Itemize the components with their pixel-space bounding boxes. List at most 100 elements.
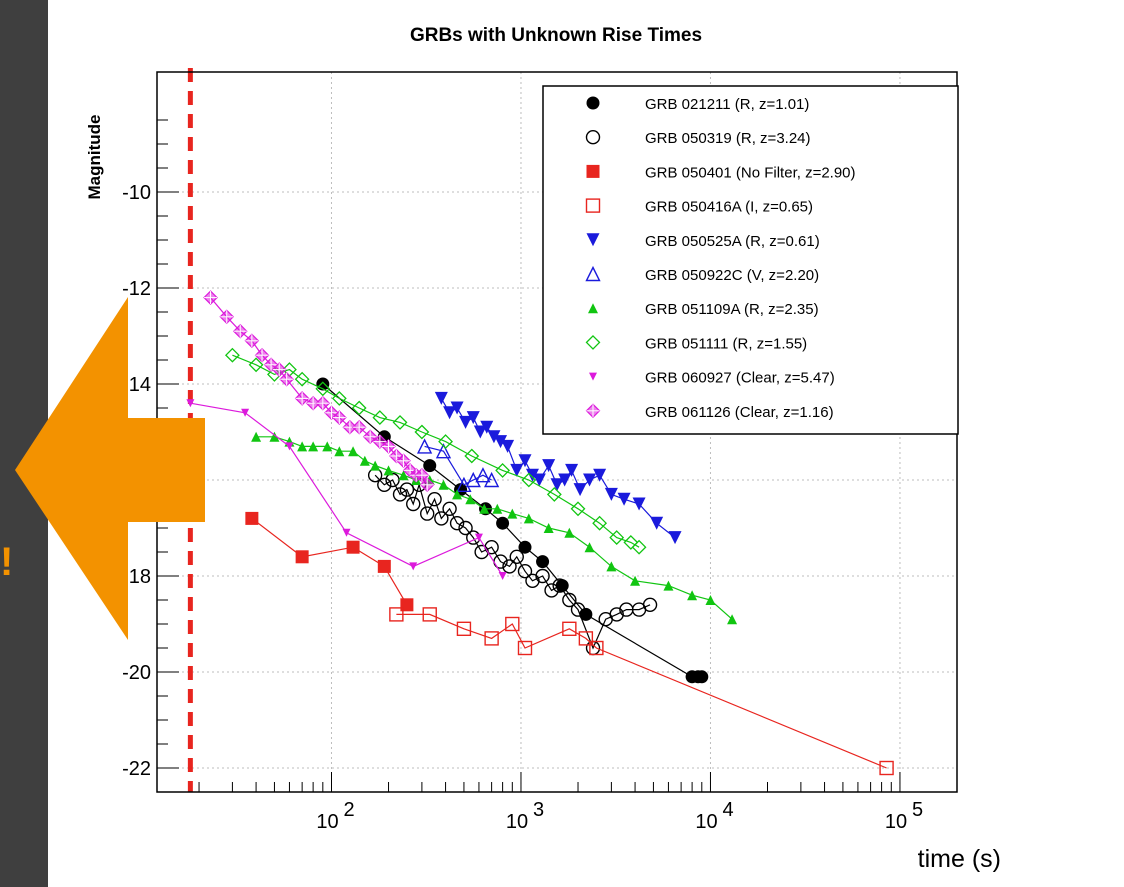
data-point bbox=[589, 640, 604, 656]
data-point bbox=[331, 390, 347, 406]
data-point bbox=[416, 438, 433, 454]
y-tick-label: -20 bbox=[122, 662, 151, 684]
data-point bbox=[562, 621, 577, 636]
x-tick-label: 10 bbox=[695, 811, 717, 833]
data-point bbox=[399, 482, 415, 497]
data-point bbox=[518, 540, 532, 554]
data-point bbox=[245, 511, 259, 525]
data-point bbox=[423, 459, 437, 473]
data-point bbox=[507, 508, 518, 519]
data-point bbox=[244, 333, 260, 349]
data-point bbox=[543, 523, 554, 533]
data-point bbox=[295, 550, 309, 564]
data-point bbox=[438, 479, 449, 490]
series-layer bbox=[186, 290, 894, 776]
data-point bbox=[585, 403, 601, 419]
data-point bbox=[334, 446, 345, 457]
data-point bbox=[517, 564, 533, 579]
data-point bbox=[484, 631, 499, 646]
data-point bbox=[315, 395, 331, 411]
x-tick-exponent: 2 bbox=[343, 799, 354, 821]
series-5 bbox=[416, 438, 500, 492]
data-point bbox=[525, 468, 539, 482]
data-point bbox=[419, 477, 435, 493]
data-point bbox=[383, 465, 394, 476]
data-point bbox=[473, 425, 487, 439]
data-point bbox=[434, 391, 448, 405]
data-point bbox=[546, 486, 562, 502]
data-point bbox=[650, 516, 664, 530]
data-point bbox=[492, 503, 503, 514]
data-point bbox=[544, 583, 559, 598]
data-point bbox=[586, 96, 600, 110]
data-point bbox=[564, 527, 575, 538]
data-point bbox=[570, 501, 586, 517]
data-point bbox=[459, 415, 473, 429]
data-point bbox=[879, 760, 894, 776]
data-point bbox=[315, 381, 331, 397]
x-tick-label: 10 bbox=[506, 811, 528, 833]
data-point bbox=[396, 453, 411, 469]
data-point bbox=[342, 528, 351, 537]
data-point bbox=[372, 410, 388, 426]
data-point bbox=[464, 448, 480, 464]
data-point bbox=[279, 371, 295, 387]
data-point bbox=[609, 530, 625, 546]
data-point bbox=[377, 559, 391, 573]
data-point bbox=[442, 501, 457, 516]
data-point bbox=[585, 334, 601, 350]
data-point bbox=[523, 513, 534, 524]
data-point bbox=[535, 568, 550, 584]
data-point bbox=[642, 597, 658, 612]
chart-title: GRBs with Unknown Rise Times bbox=[410, 25, 702, 46]
series-7 bbox=[224, 347, 647, 555]
data-point bbox=[705, 595, 716, 605]
data-point bbox=[510, 463, 524, 477]
data-point bbox=[224, 347, 240, 363]
data-point bbox=[483, 471, 500, 488]
data-point bbox=[573, 483, 587, 497]
data-point bbox=[502, 559, 517, 574]
data-point bbox=[456, 621, 472, 636]
data-point bbox=[269, 431, 280, 442]
data-point bbox=[248, 357, 264, 373]
data-point bbox=[362, 429, 378, 445]
data-point bbox=[271, 362, 287, 377]
data-point bbox=[398, 470, 409, 481]
data-point bbox=[438, 434, 453, 450]
data-point bbox=[632, 497, 646, 511]
data-point bbox=[331, 410, 347, 425]
data-point bbox=[498, 572, 507, 580]
series-line bbox=[232, 354, 640, 548]
data-point bbox=[434, 511, 449, 526]
data-point bbox=[400, 598, 414, 612]
data-point bbox=[494, 435, 508, 449]
data-point bbox=[241, 408, 250, 417]
data-point bbox=[294, 391, 310, 406]
data-point bbox=[414, 467, 430, 483]
y-axis-label: Magnitude bbox=[85, 115, 104, 200]
data-point bbox=[254, 347, 270, 363]
data-point bbox=[409, 562, 418, 571]
legend-label: GRB 050319 (R, z=3.24) bbox=[645, 130, 811, 147]
data-point bbox=[727, 614, 738, 625]
data-point bbox=[623, 534, 639, 550]
data-point bbox=[294, 371, 310, 387]
data-point bbox=[297, 441, 308, 452]
legend-box bbox=[542, 85, 959, 435]
legend: GRB 021211 (R, z=1.01) GRB 050319 (R, z=3… bbox=[542, 85, 959, 435]
series-line bbox=[256, 436, 733, 620]
data-point bbox=[351, 400, 367, 416]
data-point bbox=[348, 446, 359, 457]
x-tick-label: 10 bbox=[885, 811, 907, 833]
data-point bbox=[443, 406, 457, 420]
legend-label: GRB 050525A (R, z=0.61) bbox=[645, 233, 820, 250]
series-line bbox=[396, 613, 887, 769]
series-9 bbox=[203, 290, 435, 493]
left-arrow-icon bbox=[15, 297, 205, 640]
data-point bbox=[466, 411, 480, 425]
data-point bbox=[552, 578, 567, 593]
data-point bbox=[346, 540, 360, 554]
